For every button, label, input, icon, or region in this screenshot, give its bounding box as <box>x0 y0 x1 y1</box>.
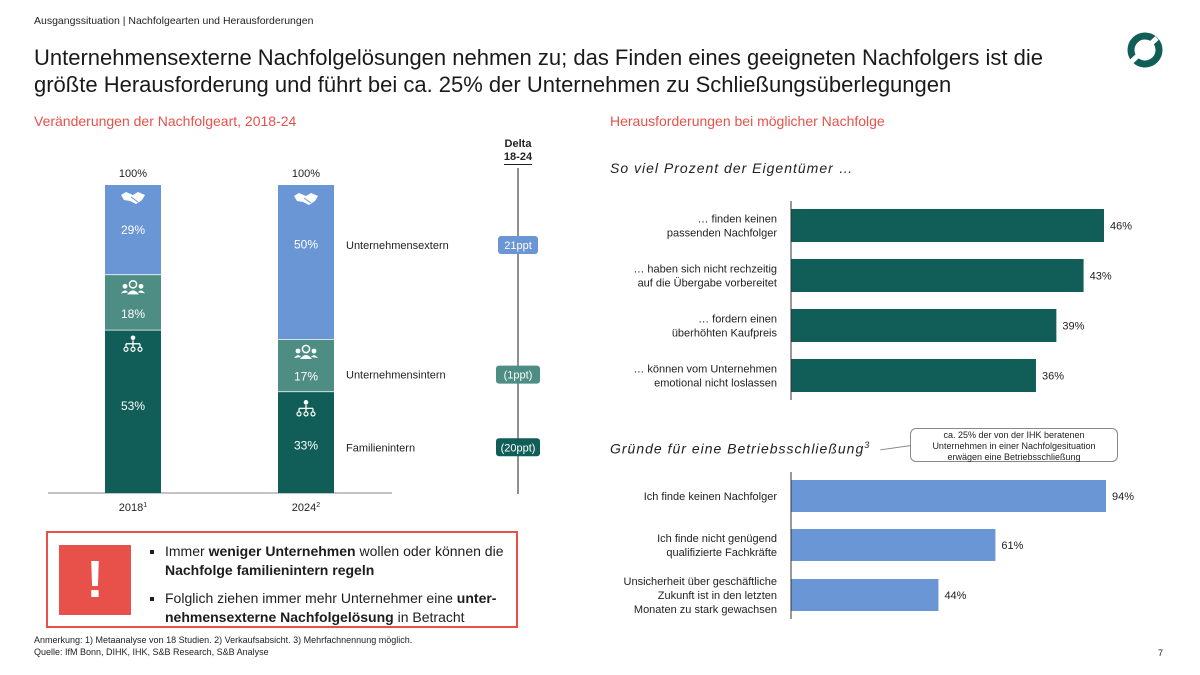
hbar-category-label: Ich finde keinen Nachfolger <box>644 491 778 503</box>
hbar <box>791 259 1084 292</box>
hbar-category-label: auf die Übergabe vorbereitet <box>638 278 777 290</box>
hbar-category-label: Unsicherheit über geschäftliche <box>624 576 777 588</box>
owners-header: So viel Prozent der Eigentümer … <box>610 160 854 176</box>
hbar-value-label: 39% <box>1062 321 1084 333</box>
org-chart-icon <box>296 400 316 417</box>
bar-total-label: 100% <box>119 168 147 180</box>
group-icon <box>121 279 145 295</box>
bar-total-label: 100% <box>292 168 320 180</box>
bullet2-part-2: unter-nehmensexterne Nachfolgelösung <box>165 590 497 625</box>
breadcrumb: Ausgangssituation | Nachfolgearten und H… <box>34 15 314 27</box>
delta-header-line2: 18-24 <box>503 151 533 165</box>
key-message-box <box>46 531 518 628</box>
handshake-icon <box>121 192 145 204</box>
hbar-category-label: … finden keinen <box>698 214 778 226</box>
delta-header: Delta 18-24 <box>490 138 546 165</box>
bar-segment-unternehmensintern-2024 <box>278 339 334 392</box>
callout-line-2: Unternehmen in einer Nachfolgesituation <box>932 441 1096 451</box>
hbar-category-label: passenden Nachfolger <box>667 228 777 240</box>
segment-value-label: 29% <box>121 223 145 237</box>
hbar-value-label: 43% <box>1090 271 1112 283</box>
closure-bar-chart: 94% Ich finde keinen Nachfolger 61% Ich fin… <box>624 472 1134 619</box>
closure-header-text: Gründe für eine Betriebsschließung <box>610 440 865 457</box>
hbar-category-label: … fordern einen <box>698 314 777 326</box>
footnote: Anmerkung: 1) Metaanalyse von 18 Studien… <box>34 634 412 658</box>
footnote-line-1: Anmerkung: 1) Metaanalyse von 18 Studien… <box>34 635 413 645</box>
page-number: 7 <box>1158 648 1164 658</box>
hbar-value-label: 44% <box>944 590 966 602</box>
stacked-bar-chart: 53% 18% 29% 100% 20181 33% 17% 50% 100% 20242 Fami… <box>48 168 540 514</box>
closure-header: Gründe für eine Betriebsschließung3 <box>610 440 870 457</box>
title-line-1: Unternehmensexterne Nachfolgelösungen ne… <box>34 45 1043 70</box>
delta-pill <box>498 236 538 255</box>
callout-line-3: erwägen eine Betriebsschließung <box>947 452 1081 462</box>
hbar-category-label: überhöhten Kaufpreis <box>672 328 778 340</box>
bullet2-part-3: in Betracht <box>393 609 465 625</box>
title-line-2: größte Herausforderung und führt bei ca.… <box>34 72 952 97</box>
bullet2-part-1: Folglich ziehen immer mehr Unternehmer e… <box>165 590 457 606</box>
series-label-unternehmensextern: Unternehmensextern <box>346 240 449 252</box>
closure-header-sup: 3 <box>864 440 871 450</box>
series-label-unternehmensintern: Unternehmensintern <box>346 370 446 382</box>
left-section-title: Veränderungen der Nachfolgeart, 2018-24 <box>34 113 297 129</box>
category-label-2024: 20242 <box>292 502 320 514</box>
segment-value-label: 33% <box>294 438 318 452</box>
bullet1-part-2: weniger Unternehmen <box>208 543 356 559</box>
delta-pill <box>496 365 540 384</box>
delta-value: 21ppt <box>504 240 532 252</box>
logo-icon <box>1125 30 1165 75</box>
key-message-bullet-1: Immer weniger Unternehmen wollen oder kö… <box>165 542 518 580</box>
bullet1-part-3: wollen oder können die <box>355 543 504 559</box>
delta-header-line1: Delta <box>504 138 532 150</box>
hbar <box>791 359 1036 392</box>
handshake-icon <box>294 193 318 205</box>
series-label-familienintern: Familienintern <box>346 442 415 454</box>
hbar <box>791 480 1106 512</box>
bar-segment-unternehmensextern-2024 <box>278 185 334 339</box>
hbar-value-label: 94% <box>1112 491 1134 503</box>
right-section-title: Herausforderungen bei möglicher Nachfolg… <box>610 113 885 129</box>
segment-value-label: 53% <box>121 399 145 413</box>
hbar <box>791 309 1057 342</box>
callout-line-1: ca. 25% der von der IHK beratenen <box>943 430 1085 440</box>
delta-value: (20ppt) <box>501 442 536 454</box>
bar-segment-unternehmensintern-2018 <box>105 274 161 330</box>
hbar <box>791 209 1104 242</box>
hbar-category-label: … haben sich nicht rechzeitig <box>633 264 777 276</box>
callout-box: ca. 25% der von der IHK beratenen Untern… <box>910 428 1118 462</box>
hbar-category-label: qualifizierte Fachkräfte <box>666 547 777 559</box>
hbar-value-label: 61% <box>1001 540 1023 552</box>
delta-value: (1ppt) <box>504 370 533 382</box>
segment-value-label: 18% <box>121 307 145 321</box>
segment-value-label: 50% <box>294 238 318 252</box>
hbar-value-label: 46% <box>1110 221 1132 233</box>
key-message-bullet-2: Folglich ziehen immer mehr Unternehmer e… <box>165 589 518 627</box>
bullet1-part-4: Nachfolge familienintern regeln <box>165 562 375 578</box>
bar-segment-familienintern-2018 <box>105 329 161 493</box>
delta-pill <box>496 438 540 457</box>
key-message-text: Immer weniger Unternehmen wollen oder kö… <box>150 542 518 636</box>
segment-value-label: 17% <box>294 370 318 384</box>
page-title: Unternehmensexterne Nachfolgelösungen ne… <box>34 44 1114 98</box>
hbar-category-label: Monaten zu stark gewachsen <box>634 604 777 616</box>
owners-bar-chart: 46% … finden keinen passenden Nachfolger 43… <box>633 201 1132 400</box>
bullet1-part-1: Immer <box>165 543 209 559</box>
hbar-category-label: emotional nicht loslassen <box>654 378 777 390</box>
hbar-category-label: Zukunft ist in den letzten <box>658 590 777 602</box>
category-label-2018: 20181 <box>119 502 147 514</box>
warning-icon: ! <box>59 545 131 615</box>
hbar <box>791 529 996 561</box>
org-chart-icon <box>123 335 143 352</box>
hbar <box>791 579 939 611</box>
hbar-category-label: Ich finde nicht genügend <box>657 533 777 545</box>
group-icon <box>294 344 318 359</box>
hbar-value-label: 36% <box>1042 371 1064 383</box>
hbar-category-label: … können vom Unternehmen <box>633 364 777 376</box>
footnote-line-2: Quelle: IfM Bonn, DIHK, IHK, S&B Researc… <box>34 647 269 657</box>
